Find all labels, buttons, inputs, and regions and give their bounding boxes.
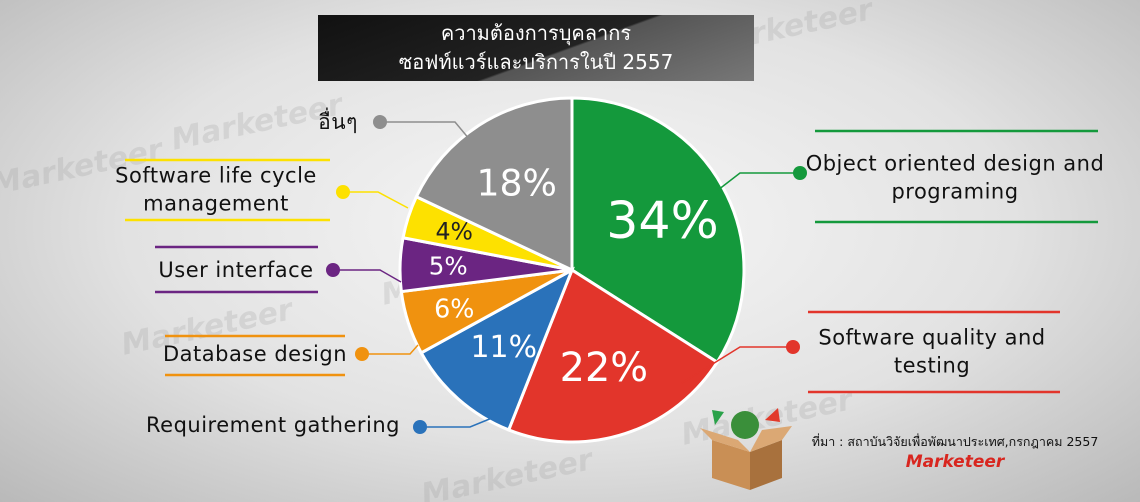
- leader-line: [717, 172, 800, 191]
- category-label: อื่นๆ: [318, 109, 358, 134]
- leader-dot: [413, 420, 427, 434]
- category-label: Software life cycle management: [115, 163, 317, 216]
- leader-line: [333, 269, 402, 283]
- leader-line: [343, 191, 409, 209]
- slice-label: 11%: [471, 330, 537, 365]
- category-label: Database design: [162, 341, 348, 366]
- slice-label: 34%: [606, 191, 718, 250]
- category-label: Object oriented design and programing: [805, 151, 1105, 204]
- category-label: User interface: [158, 257, 314, 282]
- chart-title: ความต้องการบุคลากร: [440, 21, 632, 45]
- slice-label: 18%: [476, 161, 556, 204]
- leader-dot: [373, 115, 387, 129]
- slice-label: 22%: [560, 345, 648, 391]
- leader-dot: [326, 263, 340, 277]
- category-label: Software quality and testing: [818, 325, 1046, 378]
- pie-slice: [414, 96, 574, 273]
- chart-subtitle: ซอฟท์แวร์และบริการในปี 2557: [398, 50, 674, 74]
- title-block: ความต้องการบุคลากร ซอฟท์แวร์และบริการในป…: [318, 19, 754, 77]
- pie-slice: [506, 267, 720, 444]
- category-label: Requirement gathering: [146, 412, 400, 437]
- box-icon: [700, 408, 792, 490]
- leader-line: [380, 121, 471, 141]
- leader-line: [681, 346, 793, 384]
- leader-dot: [786, 340, 800, 354]
- leader-dot: [336, 185, 350, 199]
- leader-line: [362, 344, 419, 355]
- pie-slice: [419, 266, 575, 432]
- slice-label: 6%: [434, 293, 474, 323]
- leader-dot: [355, 347, 369, 361]
- brand: Marketeer: [905, 452, 1005, 472]
- slice-label: 5%: [429, 252, 468, 281]
- leader-dot: [793, 166, 807, 180]
- slice-label: 4%: [436, 218, 473, 246]
- title-box: [318, 15, 754, 81]
- source: ที่มา : สถาบันวิจัยเพื่อพัฒนาประเทศ,กรกฎ…: [811, 434, 1099, 449]
- leader-line: [420, 417, 493, 428]
